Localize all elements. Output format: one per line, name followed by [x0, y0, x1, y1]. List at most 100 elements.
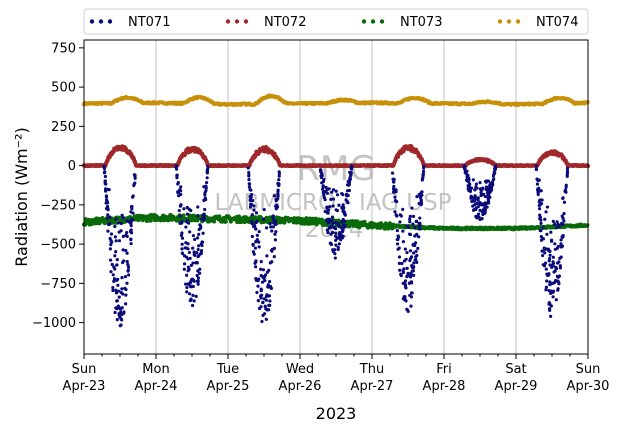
nt071-point [403, 285, 408, 289]
nt071-point [419, 198, 423, 202]
nt071-point [110, 240, 114, 244]
nt071-point [331, 197, 336, 201]
x-tick-date: Apr-23 [63, 379, 106, 394]
nt071-point [247, 185, 252, 189]
legend-marker [89, 19, 95, 24]
nt071-point [124, 248, 128, 253]
nt071-point [255, 290, 259, 295]
nt071-point [108, 215, 112, 219]
nt071-point [494, 164, 498, 168]
nt071-point [548, 253, 552, 257]
nt071-point [104, 206, 109, 211]
nt071-point [333, 252, 337, 256]
nt071-point [261, 276, 266, 280]
nt071-point [409, 291, 414, 295]
nt071-point [104, 182, 108, 186]
nt071-point [417, 235, 421, 239]
nt071-point [125, 234, 129, 239]
nt071-point [539, 221, 543, 226]
nt071-point [550, 265, 554, 269]
nt071-point [555, 220, 559, 224]
nt071-point [349, 170, 353, 175]
nt071-point [549, 314, 553, 318]
nt071-point [188, 230, 192, 234]
nt071-point [189, 208, 193, 213]
nt071-point [180, 231, 184, 235]
nt071-point [269, 225, 273, 229]
nt071-point [186, 257, 190, 261]
nt071-point [395, 242, 400, 246]
nt071-point [109, 270, 113, 274]
nt071-point [247, 170, 251, 175]
nt071-point [540, 236, 545, 241]
nt071-point [487, 201, 491, 205]
nt071-point [323, 197, 327, 202]
nt071-point [349, 167, 354, 171]
nt071-point [329, 197, 333, 201]
nt071-point [204, 186, 208, 190]
nt071-point [126, 268, 130, 272]
nt071-point [267, 279, 272, 284]
nt071-point [115, 263, 119, 267]
nt071-point [320, 172, 324, 176]
nt071-point [106, 213, 110, 217]
nt071-point [414, 249, 418, 253]
nt071-point [414, 255, 418, 259]
nt071-point [130, 217, 134, 221]
nt071-point [320, 181, 324, 185]
nt071-point [277, 174, 281, 178]
nt071-point [133, 181, 137, 185]
nt071-point [409, 304, 413, 308]
nt071-point [254, 259, 258, 263]
watermark: RMG LABMICRO - IAG USP 2024 [214, 149, 451, 243]
nt071-point [401, 229, 405, 233]
nt071-point [325, 187, 329, 191]
nt071-point [277, 170, 281, 174]
nt071-point [193, 253, 197, 258]
nt071-point [463, 167, 467, 171]
nt071-point [546, 247, 551, 251]
nt071-point [268, 261, 272, 265]
nt071-point [254, 211, 259, 215]
y-tick-label: 0 [68, 159, 76, 174]
nt071-point [249, 188, 253, 192]
nt071-point [254, 277, 258, 281]
nt071-point [397, 246, 401, 250]
nt071-point [393, 195, 397, 199]
y-tick-label: −250 [40, 198, 76, 213]
nt071-point [393, 199, 398, 203]
nt071-point [399, 274, 403, 278]
nt071-point [185, 273, 189, 277]
nt071-point [471, 178, 475, 182]
y-tick-label: −1000 [32, 316, 76, 331]
nt071-point [393, 210, 397, 214]
nt071-point [199, 251, 203, 255]
nt071-point [276, 197, 280, 201]
nt071-point [553, 269, 557, 273]
nt071-point [554, 225, 559, 230]
nt071-point [180, 242, 184, 246]
nt071-point [535, 177, 539, 181]
nt071-point [414, 233, 419, 237]
nt071-point [557, 260, 561, 264]
legend-marker [515, 19, 521, 24]
nt071-point [262, 217, 266, 221]
nt071-point [410, 206, 414, 210]
nt071-point [202, 198, 206, 202]
nt071-point [395, 214, 399, 218]
nt073-point [189, 218, 194, 223]
nt071-point [124, 293, 128, 297]
nt071-point [178, 188, 182, 192]
nt071-point [196, 279, 200, 283]
nt071-point [344, 192, 349, 196]
nt071-point [200, 243, 204, 248]
grid-lines [83, 40, 589, 354]
nt071-point [392, 180, 396, 184]
nt071-point [561, 216, 565, 221]
nt071-point [554, 298, 558, 302]
nt071-point [421, 174, 425, 178]
legend-marker [243, 19, 249, 24]
nt071-point [191, 234, 196, 238]
nt071-point [469, 194, 473, 198]
nt071-point [547, 301, 551, 305]
